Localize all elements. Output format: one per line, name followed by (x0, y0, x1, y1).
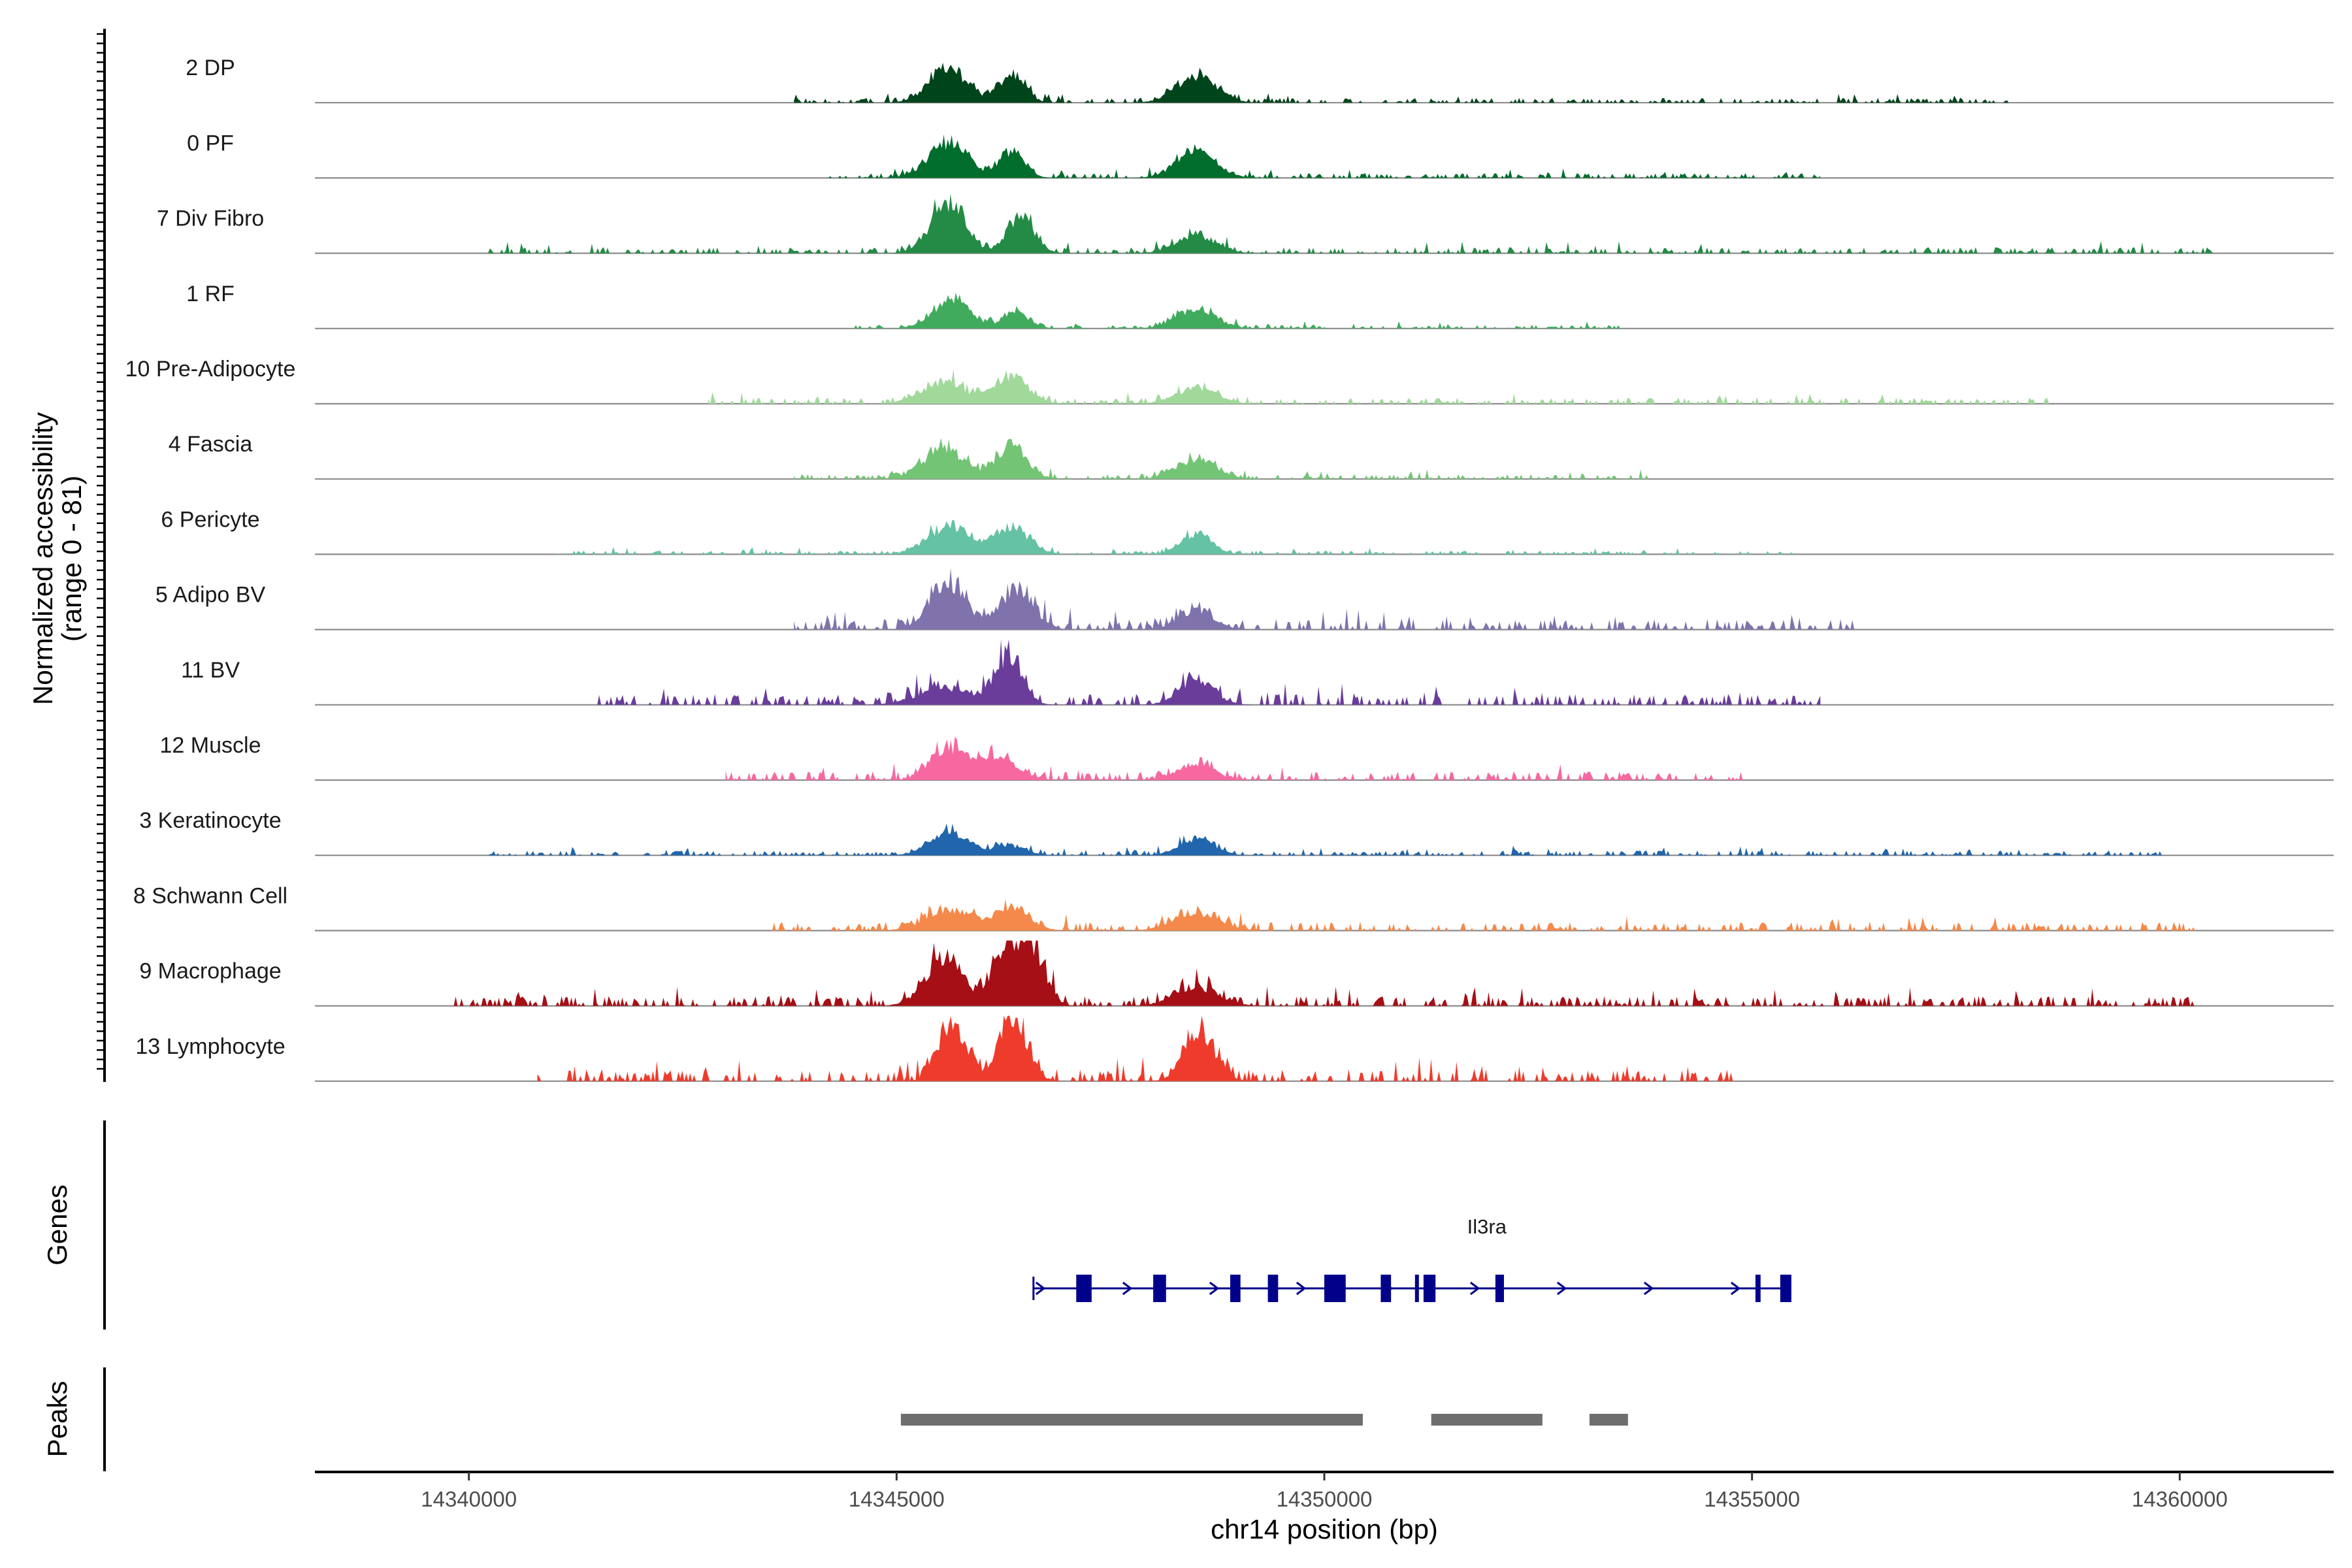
gene-model (1032, 1275, 1791, 1302)
peak-region-bar (1589, 1414, 1628, 1426)
gene-strand-arrow (1556, 1281, 1567, 1296)
coverage-y-minor-ticks (97, 33, 105, 1070)
x-axis-title: chr14 position (bp) (1211, 1514, 1438, 1544)
track-12-muscle: 12 Muscle (160, 733, 2334, 781)
x-axis: 14340000 14345000 14350000 14355000 14360000… (315, 1471, 2334, 1544)
track-coverage-area (485, 823, 2163, 856)
track-coverage-area (725, 736, 1752, 780)
track-13-lymphocyte: 13 Lymphocyte (135, 1015, 2334, 1082)
track-coverage-area (597, 639, 1821, 705)
track-label: 1 RF (186, 282, 235, 306)
track-label: 12 Muscle (160, 733, 261, 758)
track-coverage-area (485, 193, 2214, 253)
gene-strand-arrow (1643, 1281, 1654, 1296)
genes-track: Genes Il3ra (42, 1120, 1791, 1330)
x-tick-label: 14340000 (421, 1487, 517, 1511)
gene-exon (1153, 1275, 1166, 1302)
x-tick-label: 14355000 (1704, 1487, 1800, 1511)
track-3-keratinocyte: 3 Keratinocyte (139, 808, 2334, 857)
track-1-rf: 1 RF (186, 282, 2334, 329)
track-label: 3 Keratinocyte (139, 808, 281, 833)
gene-exon (1755, 1275, 1761, 1302)
track-coverage-area (537, 1015, 1735, 1081)
gene-name-label: Il3ra (1467, 1215, 1507, 1238)
track-10-pre-adipocyte: 10 Pre-Adipocyte (125, 357, 2334, 405)
gene-strand-arrow (1122, 1281, 1133, 1296)
track-label: 0 PF (187, 131, 234, 155)
track-coverage-area (794, 568, 1855, 630)
gene-strand-arrow (1209, 1281, 1220, 1296)
gene-exon (1324, 1275, 1346, 1302)
track-label: 6 Pericyte (161, 507, 259, 532)
track-coverage-area (828, 134, 1821, 178)
track-label: 8 Schwann Cell (133, 883, 287, 908)
gene-exon (1423, 1275, 1436, 1302)
track-label: 2 DP (186, 56, 235, 80)
track-coverage-area (708, 369, 2051, 404)
x-tick-label: 14360000 (2132, 1487, 2228, 1511)
gene-strand-arrow (1296, 1281, 1307, 1296)
gene-exon (1230, 1275, 1241, 1302)
peaks-track: Peaks (42, 1367, 1628, 1471)
gene-exon (1380, 1275, 1392, 1302)
track-coverage-area (554, 519, 1804, 555)
gene-strand-arrow (1730, 1281, 1741, 1296)
track-2-dp: 2 DP (186, 56, 2334, 104)
track-5-adipo-bv: 5 Adipo BV (155, 568, 2334, 630)
track-label: 5 Adipo BV (155, 583, 266, 608)
track-4-fascia: 4 Fascia (169, 432, 2334, 480)
gene-exon (1076, 1275, 1092, 1302)
coverage-y-axis (97, 29, 106, 1082)
x-tick-label: 14345000 (849, 1487, 945, 1511)
track-label: 9 Macrophage (139, 959, 281, 984)
track-0-pf: 0 PF (187, 131, 2334, 179)
track-label: 4 Fascia (169, 432, 253, 457)
y-axis-range-label: (range 0 - 81) (56, 476, 87, 642)
track-9-macrophage: 9 Macrophage (139, 940, 2334, 1007)
track-label: 13 Lymphocyte (135, 1034, 285, 1059)
gene-exon (1414, 1275, 1419, 1302)
track-coverage-area (794, 63, 2009, 103)
track-label: 11 BV (181, 658, 240, 683)
track-coverage-area (768, 899, 2197, 931)
gene-exon (1780, 1275, 1791, 1302)
genes-track-title: Genes (42, 1184, 73, 1266)
peak-region-bar (1431, 1414, 1543, 1426)
track-7-div-fibro: 7 Div Fibro (157, 193, 2334, 254)
track-label: 10 Pre-Adipocyte (125, 357, 296, 382)
gene-strand-arrow (1035, 1281, 1046, 1296)
track-coverage-area (794, 438, 1650, 480)
peak-regions (900, 1414, 1628, 1426)
track-11-bv: 11 BV (181, 639, 2334, 706)
gene-strand-arrow (1469, 1281, 1480, 1296)
track-coverage-area (853, 292, 1624, 329)
track-coverage-area (451, 940, 2197, 1006)
peak-region-bar (900, 1414, 1363, 1426)
track-8-schwann-cell: 8 Schwann Cell (133, 883, 2334, 932)
peaks-track-title: Peaks (42, 1381, 73, 1458)
y-axis-title: Normalized accessibility (27, 412, 58, 705)
gene-exon (1267, 1275, 1279, 1302)
track-6-pericyte: 6 Pericyte (161, 507, 2334, 555)
gene-exon (1495, 1275, 1504, 1302)
coverage-tracks: 2 DP 0 PF 7 Div Fibro 1 RF 10 Pre-Adipocyte 4… (125, 56, 2334, 1082)
x-tick-label: 14350000 (1277, 1487, 1373, 1511)
x-axis-ticks: 14340000 14345000 14350000 14355000 14360000 (421, 1472, 2228, 1511)
track-label: 7 Div Fibro (157, 206, 264, 231)
